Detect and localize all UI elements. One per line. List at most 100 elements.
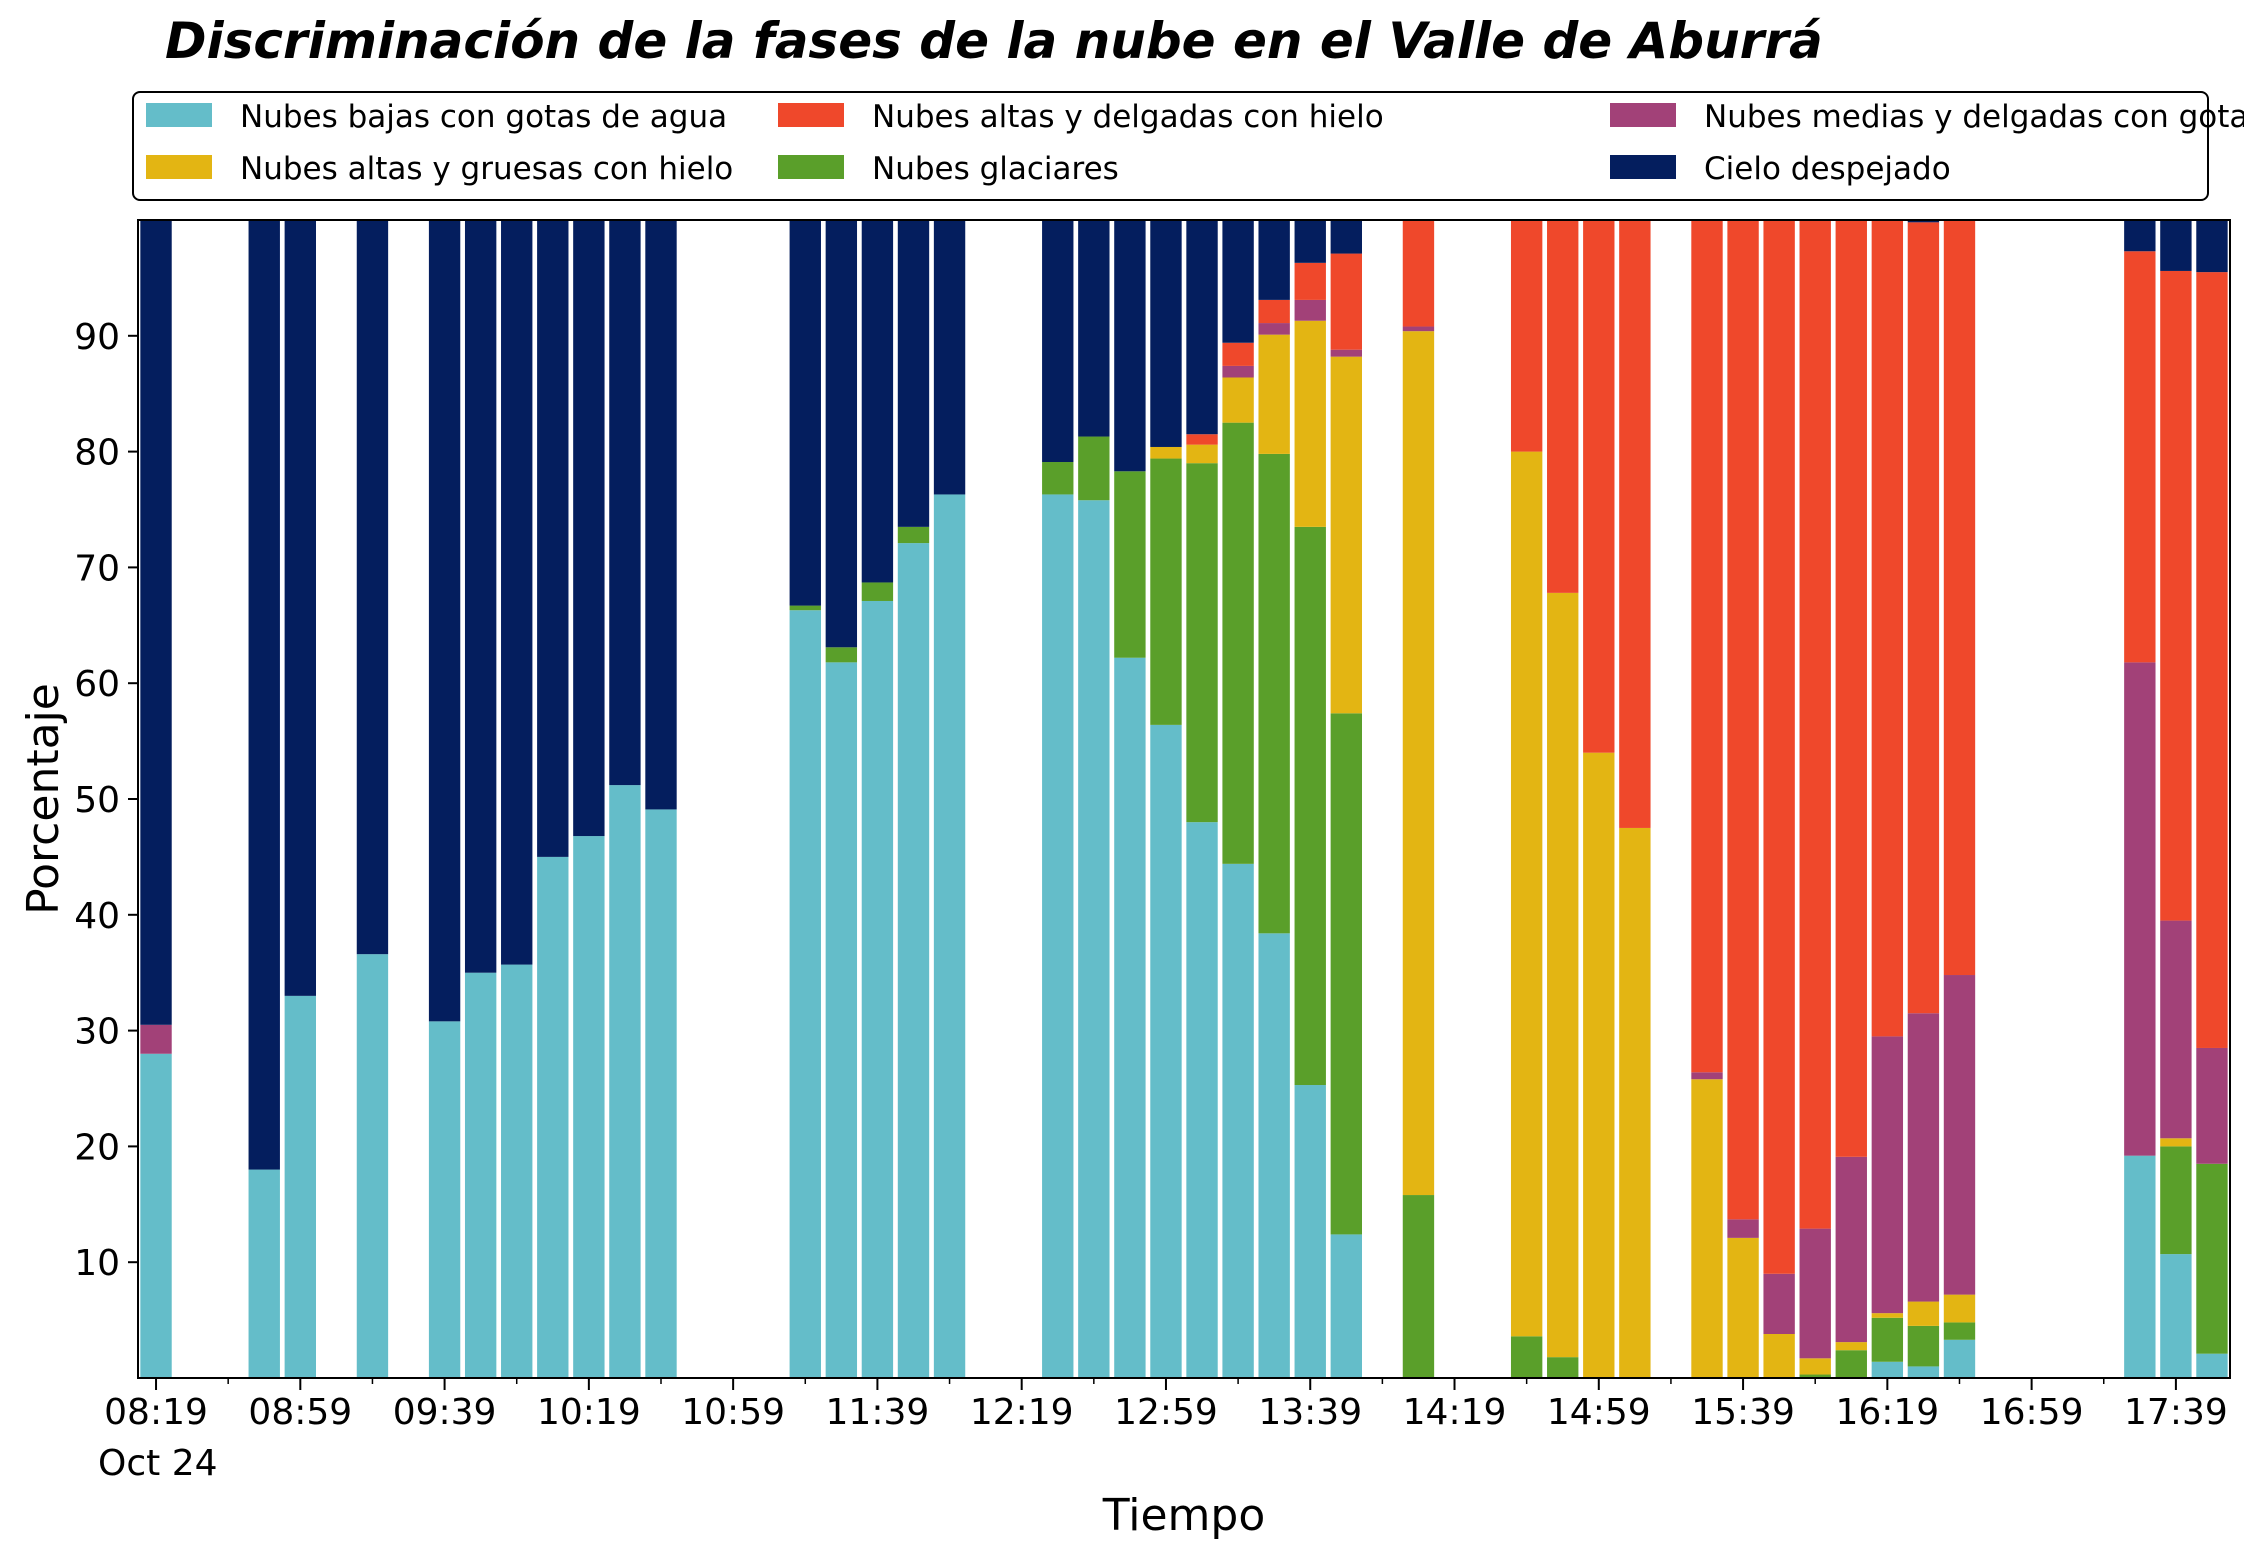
bar-segment [1078, 500, 1110, 1378]
bar-segment [2124, 251, 2156, 663]
x-tick-label: 11:39 [826, 1392, 930, 1433]
bar-segment [1402, 326, 1435, 332]
bar-segment [2160, 1146, 2192, 1255]
bar-segment [1727, 1219, 1759, 1238]
legend-label: Nubes altas y gruesas con hielo [240, 151, 733, 187]
bar-segment [1294, 320, 1326, 527]
x-tick-label: 08:59 [248, 1392, 352, 1433]
legend-frame [132, 91, 2209, 201]
bar-segment [501, 220, 533, 965]
bar-segment [140, 1024, 172, 1054]
bar-segment [248, 220, 280, 1170]
bar-segment [1114, 657, 1146, 1378]
bar-segment [933, 220, 966, 495]
bar-segment [1510, 1336, 1543, 1378]
legend-swatch [778, 155, 844, 179]
y-tick-label: 80 [74, 433, 120, 474]
bar-segment [1547, 592, 1579, 1358]
y-tick-label: 50 [74, 780, 120, 821]
bar-segment [1871, 1313, 1904, 1318]
bar-segment [1691, 1072, 1723, 1080]
y-tick-label: 10 [74, 1243, 120, 1284]
bar-segment [2196, 1047, 2228, 1164]
bar-segment [861, 582, 894, 601]
y-tick-label: 70 [74, 548, 120, 589]
x-tick-label: 17:39 [2124, 1392, 2228, 1433]
bar-segment [897, 526, 930, 544]
bar-segment [1547, 1357, 1579, 1378]
bar-segment [1330, 220, 1362, 254]
bar-segment [1294, 262, 1326, 300]
bar-segment [2160, 270, 2192, 921]
bar-segment [537, 856, 569, 1378]
legend-swatch [1610, 103, 1676, 127]
y-tick-label: 90 [74, 317, 120, 358]
bar-segment [2196, 220, 2228, 273]
bar-segment [1907, 1366, 1940, 1378]
bar-segment [933, 494, 966, 1378]
bar-segment [1294, 299, 1326, 321]
bar-segment [645, 809, 677, 1378]
bar-segment [1943, 1294, 1976, 1323]
bar-segment [1402, 220, 1435, 327]
bar-segment [2124, 662, 2156, 1156]
bar-segment [1835, 220, 1867, 1157]
y-tick-label: 20 [74, 1127, 120, 1168]
bar-segment [1691, 1079, 1723, 1378]
bar-segment [1222, 365, 1254, 378]
bar-segment [897, 220, 930, 527]
y-tick-label: 30 [74, 1012, 120, 1053]
y-tick-label: 40 [74, 896, 120, 937]
bar-segment [1222, 863, 1254, 1378]
bar-segment [1619, 827, 1651, 1378]
bar-segment [789, 605, 821, 611]
bar-segment [1114, 220, 1146, 472]
bar-segment [1583, 752, 1615, 1378]
bar-segment [1150, 724, 1182, 1378]
bar-segment [1871, 1361, 1904, 1378]
bar-segment [2124, 1155, 2156, 1378]
legend-label: Nubes medias y delgadas con gotas de agu… [1704, 99, 2244, 135]
bar-segment [1150, 446, 1182, 459]
legend-label: Nubes glaciares [872, 151, 1119, 187]
bar-segment [1943, 975, 1976, 1295]
bars-layer [140, 220, 2228, 1378]
bar-segment [1042, 462, 1074, 495]
bar-segment [1294, 220, 1326, 263]
bar-segment [1186, 463, 1218, 823]
chart-title: Discriminación de la fases de la nube en… [165, 12, 1823, 70]
bar-segment [789, 610, 821, 1378]
bar-segment [573, 220, 605, 837]
bar-segment [1871, 220, 1904, 1037]
x-tick-label: 14:19 [1403, 1392, 1507, 1433]
bar-segment [825, 647, 858, 663]
y-axis-label: Porcentaje [18, 683, 69, 915]
bar-segment [1222, 220, 1254, 343]
x-axis: 08:19 08:59 09:39 10:19 10:59 11:39 12:19 12:59… [104, 1378, 2228, 1433]
bar-segment [1042, 494, 1074, 1378]
bar-segment [464, 220, 497, 973]
bar-segment [1258, 299, 1290, 324]
bar-segment [1619, 220, 1651, 828]
bar-segment [1799, 220, 1831, 1229]
bar-segment [1402, 331, 1435, 1196]
bar-segment [1871, 1317, 1904, 1362]
x-tick-label: 16:19 [1835, 1392, 1939, 1433]
bar-segment [573, 836, 605, 1378]
bar-segment [1510, 220, 1543, 452]
bar-segment [2196, 1163, 2228, 1354]
bar-segment [1907, 1301, 1940, 1326]
bar-segment [1330, 253, 1362, 350]
bar-segment [825, 662, 858, 1378]
bar-segment [1583, 220, 1615, 753]
bar-segment [1510, 451, 1543, 1337]
bar-segment [2160, 1138, 2192, 1147]
bar-segment [2160, 920, 2192, 1139]
bar-segment [1727, 220, 1759, 1220]
bar-segment [2196, 272, 2228, 1048]
bar-segment [1691, 220, 1723, 1073]
bar-segment [1294, 1085, 1326, 1378]
bar-segment [789, 220, 821, 606]
bar-segment [428, 220, 461, 1022]
